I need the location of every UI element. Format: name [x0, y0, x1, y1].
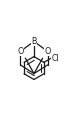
Text: B: B	[31, 37, 37, 46]
Text: O: O	[17, 47, 24, 56]
Text: Cl: Cl	[51, 54, 59, 63]
Text: O: O	[44, 47, 51, 56]
